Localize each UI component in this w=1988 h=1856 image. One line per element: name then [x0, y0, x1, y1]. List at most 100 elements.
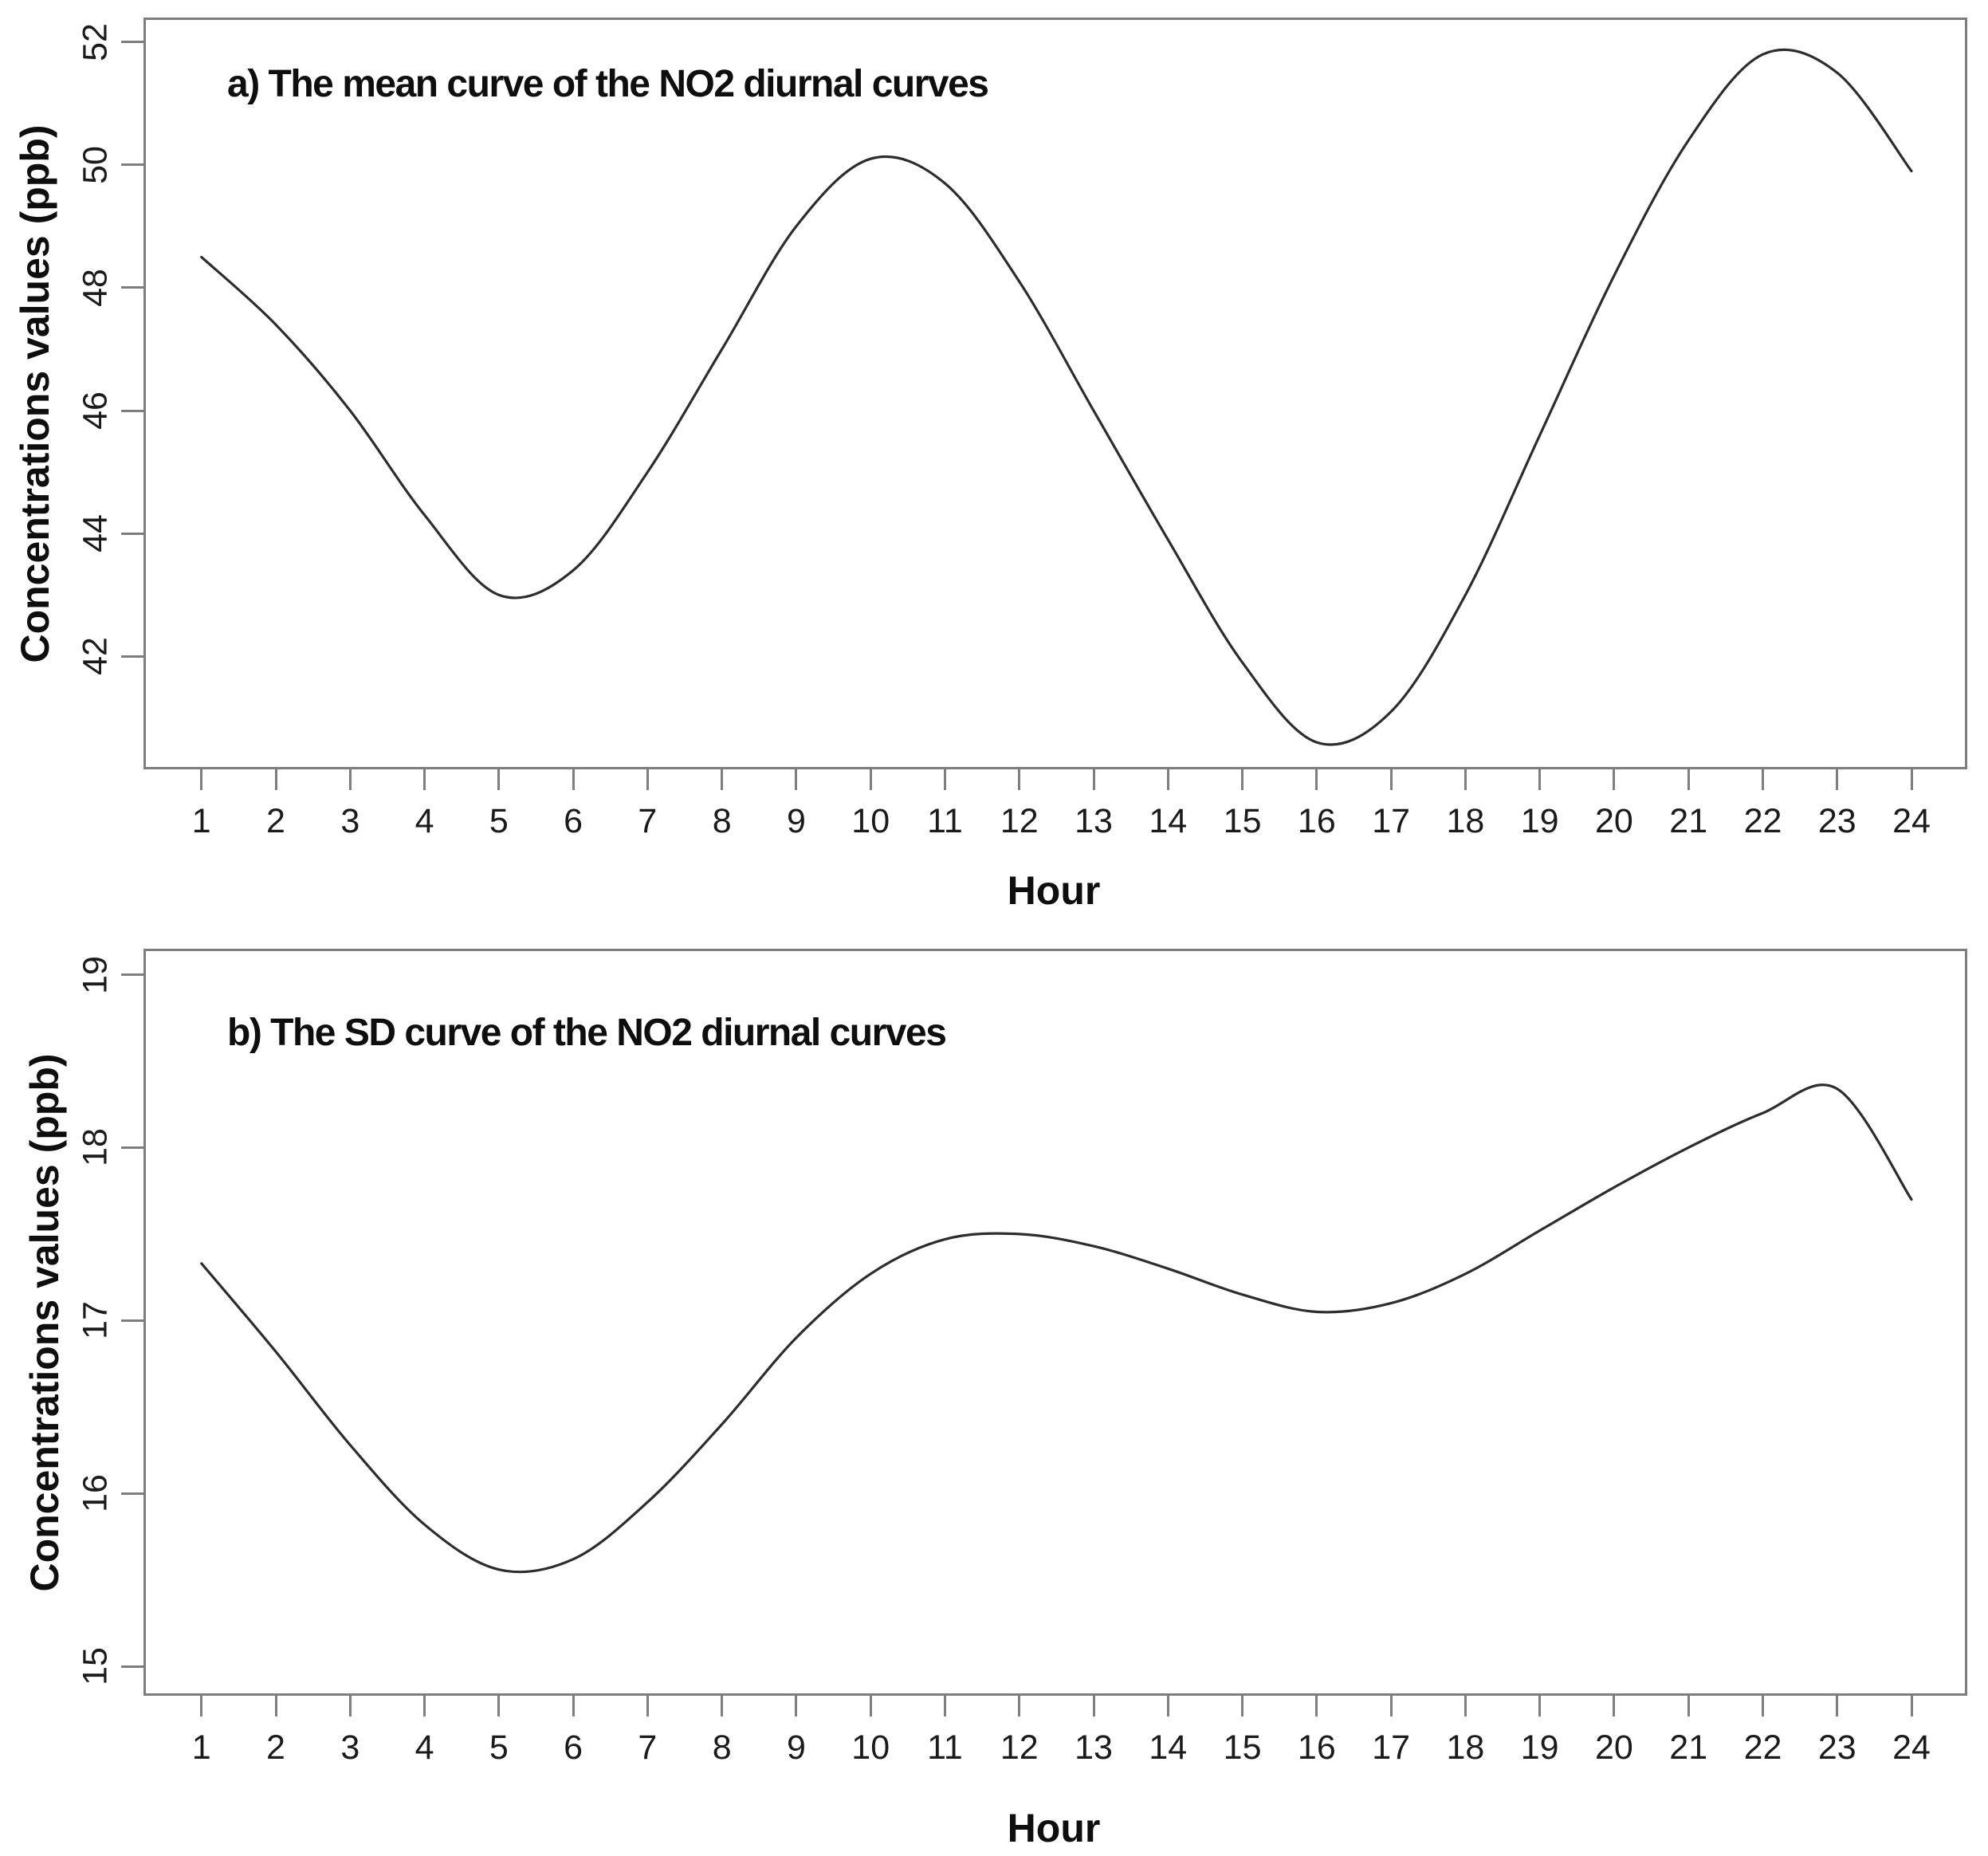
x-tick-label: 18	[1446, 1728, 1485, 1767]
x-tick-label: 10	[851, 1728, 890, 1767]
x-tick	[1389, 1696, 1393, 1716]
y-tick-label: 44	[76, 514, 115, 553]
x-tick-label: 21	[1669, 1728, 1708, 1767]
x-tick	[869, 1696, 872, 1716]
x-tick-label: 15	[1223, 1728, 1262, 1767]
y-tick-label: 19	[76, 955, 115, 994]
x-tick	[1315, 1696, 1318, 1716]
x-tick-label: 3	[340, 1728, 360, 1767]
x-tick	[721, 1696, 724, 1716]
x-tick-label: 7	[638, 1728, 658, 1767]
chart-a-title: a) The mean curve of the NO2 diurnal cur…	[227, 63, 989, 105]
x-tick-label: 8	[712, 802, 732, 840]
x-tick-label: 4	[414, 1728, 434, 1767]
mean-curve-svg	[143, 18, 1967, 769]
x-tick	[572, 1696, 575, 1716]
x-tick	[200, 769, 203, 790]
sd-curve-line	[200, 1083, 1913, 1574]
x-tick	[348, 1696, 352, 1716]
x-tick-label: 22	[1743, 1728, 1782, 1767]
x-tick	[721, 769, 724, 790]
x-tick	[943, 769, 946, 790]
x-tick-label: 4	[414, 802, 434, 840]
x-tick-label: 5	[489, 1728, 509, 1767]
x-tick-label: 22	[1743, 802, 1782, 840]
x-tick-label: 1	[191, 802, 211, 840]
x-tick-label: 13	[1075, 802, 1113, 840]
x-tick-label: 24	[1892, 1728, 1931, 1767]
x-tick-label: 6	[564, 802, 583, 840]
x-tick-label: 23	[1817, 1728, 1856, 1767]
y-tick-label: 16	[76, 1474, 115, 1513]
x-tick	[1018, 769, 1021, 790]
x-tick	[869, 769, 872, 790]
x-tick	[423, 1696, 426, 1716]
x-tick-label: 9	[786, 1728, 806, 1767]
x-tick	[795, 769, 798, 790]
x-tick-label: 12	[1000, 802, 1039, 840]
y-tick-label: 46	[76, 391, 115, 430]
plot-area-mean	[143, 18, 1967, 769]
x-tick-label: 8	[712, 1728, 732, 1767]
x-tick-label: 3	[340, 802, 360, 840]
x-tick	[423, 769, 426, 790]
x-tick	[1166, 769, 1169, 790]
y-tick	[121, 655, 143, 658]
y-tick	[121, 1665, 143, 1668]
x-tick-label: 5	[489, 802, 509, 840]
plot-frame	[143, 949, 1967, 1696]
x-tick-label: 14	[1149, 802, 1188, 840]
x-tick-label: 7	[638, 802, 658, 840]
x-tick	[1241, 1696, 1244, 1716]
x-tick-label: 2	[266, 802, 285, 840]
x-tick-label: 19	[1520, 1728, 1559, 1767]
x-tick	[200, 1696, 203, 1716]
x-tick	[1613, 1696, 1616, 1716]
y-axis-title: Concentrations values (ppb)	[13, 124, 57, 663]
y-axis-title: Concentrations values (ppb)	[22, 1052, 67, 1592]
x-tick-label: 14	[1149, 1728, 1188, 1767]
y-tick-label: 50	[76, 145, 115, 184]
y-tick	[121, 1319, 143, 1322]
x-tick-label: 10	[851, 802, 890, 840]
x-tick	[572, 769, 575, 790]
x-tick-label: 11	[927, 1728, 963, 1767]
x-tick	[646, 1696, 649, 1716]
x-tick-label: 16	[1297, 802, 1336, 840]
x-tick-label: 13	[1075, 1728, 1113, 1767]
x-tick	[348, 769, 352, 790]
y-tick-label: 42	[76, 637, 115, 676]
x-tick	[1613, 769, 1616, 790]
x-tick	[1092, 769, 1095, 790]
x-tick-label: 1	[191, 1728, 211, 1767]
x-tick	[1538, 1696, 1542, 1716]
y-tick	[121, 286, 143, 289]
x-tick	[1315, 769, 1318, 790]
x-tick-label: 12	[1000, 1728, 1039, 1767]
x-tick	[1389, 769, 1393, 790]
x-tick	[497, 769, 501, 790]
x-tick	[1761, 769, 1764, 790]
plot-area-sd	[143, 949, 1967, 1696]
x-tick-label: 20	[1595, 802, 1633, 840]
x-axis-title: Hour	[1007, 1806, 1101, 1850]
mean-curve-line	[200, 48, 1913, 746]
x-tick-label: 20	[1595, 1728, 1633, 1767]
x-tick-label: 23	[1817, 802, 1856, 840]
x-tick-label: 16	[1297, 1728, 1336, 1767]
x-tick-label: 15	[1223, 802, 1262, 840]
x-tick	[795, 1696, 798, 1716]
x-tick	[1092, 1696, 1095, 1716]
y-tick-label: 18	[76, 1128, 115, 1167]
y-tick-label: 17	[76, 1301, 115, 1340]
x-tick	[274, 769, 277, 790]
y-tick	[121, 973, 143, 977]
sd-curve-svg	[143, 949, 1967, 1696]
x-tick	[1836, 769, 1839, 790]
x-tick	[497, 1696, 501, 1716]
chart-b-title: b) The SD curve of the NO2 diurnal curve…	[227, 1012, 947, 1054]
x-tick-label: 18	[1446, 802, 1485, 840]
x-tick-label: 19	[1520, 802, 1559, 840]
y-tick-label: 52	[76, 22, 115, 61]
